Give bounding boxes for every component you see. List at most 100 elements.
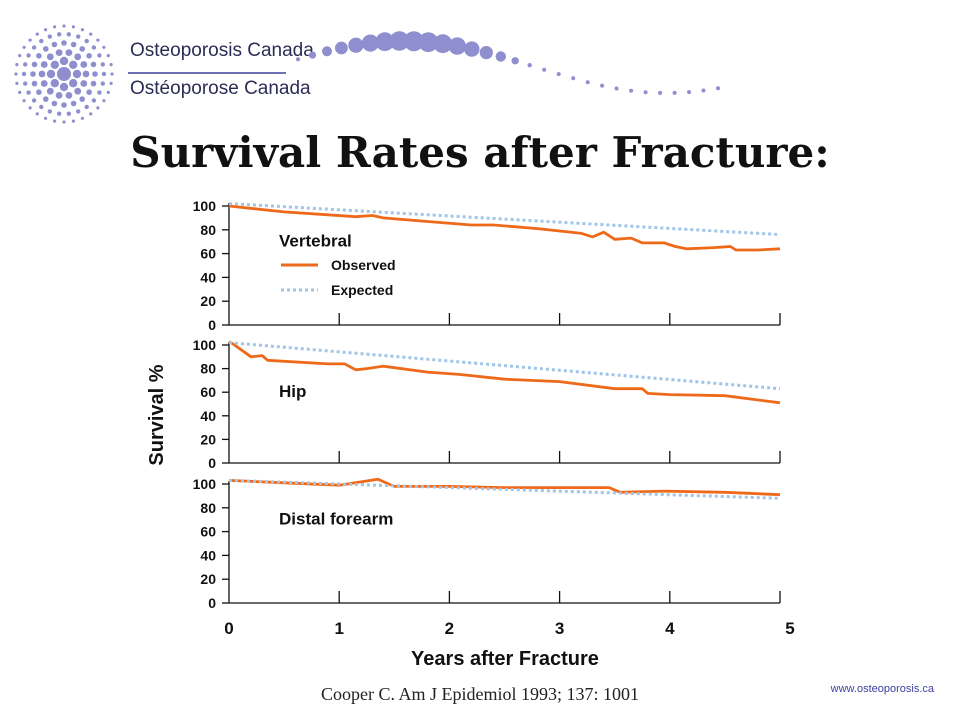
y-tick-label: 20 (200, 571, 216, 587)
logo-dot (59, 82, 69, 92)
logo-dot (47, 34, 52, 39)
x-tick-label: 0 (224, 619, 233, 638)
decorative-dot-wave (296, 31, 720, 95)
y-tick-label: 20 (200, 293, 216, 309)
wave-dot (658, 90, 663, 95)
logo-dot (91, 98, 97, 103)
y-tick-label: 80 (200, 500, 216, 516)
logo-dot (65, 49, 73, 56)
x-axis-title: Years after Fracture (411, 648, 599, 670)
panel-label: Distal forearm (279, 510, 393, 529)
logo-dot (50, 79, 59, 88)
logo-dot (61, 40, 67, 46)
logo-dot (89, 112, 93, 116)
logo-dot (44, 116, 48, 120)
logo-dot (14, 72, 18, 76)
wave-dot (585, 80, 590, 85)
wave-dot (571, 76, 576, 81)
logo-dot (22, 45, 26, 49)
wave-dot (433, 34, 453, 54)
logo-dot (15, 81, 19, 85)
logo-dot (106, 90, 110, 94)
logo-dot (96, 106, 100, 110)
y-tick-label: 80 (200, 361, 216, 377)
logo-dot (46, 69, 56, 79)
logo-dot (31, 98, 37, 103)
logo-center-dot (57, 67, 71, 81)
logo-dot (69, 79, 78, 88)
logo-dot (86, 89, 92, 95)
y-tick-label: 60 (200, 246, 216, 262)
logo-dot (43, 46, 49, 52)
citation: Cooper C. Am J Epidemiol 1993; 137: 1001 (321, 684, 639, 704)
logo-dot (70, 100, 77, 107)
wave-dot (614, 86, 619, 91)
logo-dot (62, 120, 66, 124)
logo-dot (57, 32, 62, 37)
logo-dot (110, 72, 114, 76)
wave-dot (389, 31, 410, 51)
logo-dot (28, 38, 32, 42)
logo-dot (74, 87, 82, 95)
logo-dot (36, 53, 42, 59)
wave-dot (495, 51, 506, 62)
logo-dot (46, 87, 54, 95)
y-tick-label: 100 (193, 337, 217, 353)
slide-title: Survival Rates after Fracture: (130, 128, 830, 177)
x-tick-label: 3 (555, 619, 564, 638)
wave-dot (375, 32, 395, 52)
logo-dot (86, 53, 92, 59)
chart-layer: 020406080100Vertebral020406080100Hip0204… (193, 198, 795, 638)
logo-dot (46, 53, 54, 61)
logo-dot (31, 61, 38, 68)
logo-dot (44, 28, 48, 32)
logo-dot (28, 106, 32, 110)
logo-dot (31, 80, 38, 87)
panel-distal-forearm: 0 20 40 60 80 100 Distal forearm (193, 476, 781, 611)
logo-dot (96, 38, 100, 42)
logo-dot (80, 116, 84, 120)
logo-dot (76, 109, 81, 114)
wave-dot (322, 46, 332, 57)
logo-dot (66, 32, 71, 37)
logo-dot (65, 92, 73, 99)
wave-dot (308, 51, 317, 59)
logo-dot (71, 25, 75, 29)
observed-line (228, 477, 781, 497)
logo-dot (80, 28, 84, 32)
panel-vertebral: 0 20 40 60 80 100 Vertebral (193, 198, 781, 333)
logo-dot (80, 61, 88, 68)
logo-dot (79, 96, 85, 102)
logo-dot (66, 111, 71, 116)
logo-dot (109, 81, 113, 85)
logo-dot (84, 104, 89, 110)
wave-dot (701, 88, 706, 93)
wave-dot (527, 63, 532, 68)
y-tick-label: 60 (200, 384, 216, 400)
website-link[interactable]: www.osteoporosis.ca (830, 683, 934, 695)
logo-dot (23, 62, 28, 67)
org-name-french: Ostéoporose Canada (130, 78, 311, 99)
logo-dot (47, 109, 52, 114)
wave-dot (600, 83, 605, 88)
logo-dot (50, 60, 59, 69)
logo-dot (72, 69, 82, 79)
logo-dot (57, 111, 62, 116)
y-tick-label: 100 (193, 198, 217, 214)
wave-dot (556, 72, 561, 77)
logo-dot (82, 70, 90, 78)
logo-dot (21, 71, 27, 77)
logo-dot (102, 99, 106, 103)
x-tick-label: 4 (665, 619, 675, 638)
legend: Observed Expected (281, 257, 396, 298)
logo-dot (89, 32, 93, 36)
org-name-english: Osteoporosis Canada (130, 40, 314, 61)
logo-dot (61, 102, 67, 108)
wave-dot (643, 90, 648, 95)
logo-dot (51, 100, 58, 107)
y-tick-label: 0 (208, 455, 216, 471)
y-tick-label: 40 (200, 408, 216, 424)
logo-dot (40, 80, 48, 87)
logo-dot (70, 41, 77, 48)
y-tick-label: 0 (208, 317, 216, 333)
